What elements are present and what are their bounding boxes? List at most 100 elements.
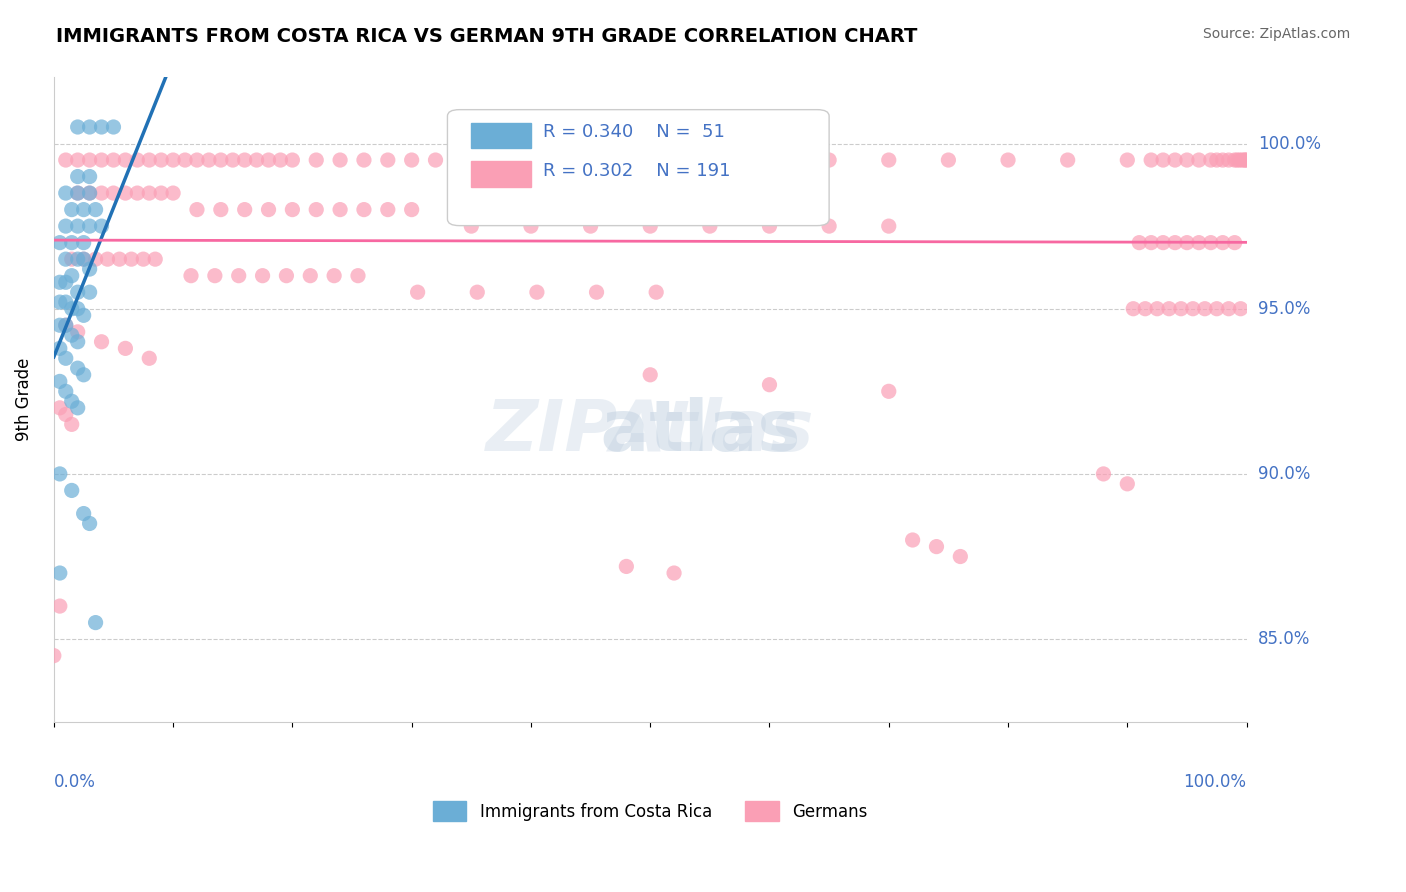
Germans [127,153,149,167]
Immigrants from Costa Rica [49,342,72,356]
Germans [49,599,72,613]
Germans [79,186,101,200]
Germans [1128,235,1150,250]
Germans [544,153,567,167]
Immigrants from Costa Rica [49,566,72,580]
Germans [1122,301,1144,316]
Germans [1116,153,1139,167]
Immigrants from Costa Rica [60,235,83,250]
Germans [1140,235,1163,250]
Immigrants from Costa Rica [60,483,83,498]
Immigrants from Costa Rica [79,169,101,184]
Germans [1146,301,1168,316]
Text: 95.0%: 95.0% [1258,300,1310,318]
Germans [120,252,142,267]
Immigrants from Costa Rica [72,235,94,250]
Germans [150,153,173,167]
Germans [186,202,208,217]
Germans [949,549,972,564]
Immigrants from Costa Rica [103,120,125,134]
Germans [1223,235,1246,250]
Germans [228,268,250,283]
Immigrants from Costa Rica [55,384,77,399]
Germans [96,252,118,267]
Germans [758,377,780,392]
Immigrants from Costa Rica [60,268,83,283]
Immigrants from Costa Rica [90,120,112,134]
Germans [329,153,352,167]
Text: ZIPAtlas: ZIPAtlas [486,397,814,467]
Immigrants from Costa Rica [49,235,72,250]
Germans [49,401,72,415]
Immigrants from Costa Rica [49,275,72,289]
Germans [108,252,131,267]
Germans [257,202,280,217]
Germans [269,153,291,167]
Germans [103,186,125,200]
Immigrants from Costa Rica [66,401,89,415]
Germans [305,202,328,217]
Immigrants from Costa Rica [55,295,77,310]
Immigrants from Costa Rica [79,262,101,277]
Immigrants from Costa Rica [79,285,101,300]
Germans [233,202,256,217]
Immigrants from Costa Rica [66,252,89,267]
Germans [127,186,149,200]
Immigrants from Costa Rica [66,120,89,134]
Germans [276,268,298,283]
Immigrants from Costa Rica [60,202,83,217]
Germans [1226,153,1249,167]
Germans [1164,153,1187,167]
Germans [758,153,780,167]
Germans [138,153,160,167]
Germans [1199,235,1222,250]
Immigrants from Costa Rica [66,301,89,316]
Germans [138,186,160,200]
Germans [520,219,543,233]
Germans [1164,235,1187,250]
Germans [114,153,136,167]
Germans [579,219,602,233]
Germans [1135,301,1157,316]
Germans [638,153,661,167]
Germans [305,153,328,167]
Germans [90,153,112,167]
Immigrants from Costa Rica [55,318,77,333]
Immigrants from Costa Rica [79,516,101,531]
Bar [471,122,531,148]
Germans [1181,301,1204,316]
Immigrants from Costa Rica [79,219,101,233]
Germans [222,153,245,167]
Germans [818,153,841,167]
Germans [938,153,960,167]
Germans [281,202,304,217]
Text: IMMIGRANTS FROM COSTA RICA VS GERMAN 9TH GRADE CORRELATION CHART: IMMIGRANTS FROM COSTA RICA VS GERMAN 9TH… [56,27,918,45]
Bar [471,161,531,187]
Immigrants from Costa Rica [72,507,94,521]
Germans [1152,153,1174,167]
Germans [174,153,197,167]
Germans [55,408,77,422]
Germans [103,153,125,167]
Text: 0.0%: 0.0% [53,773,96,791]
Immigrants from Costa Rica [79,120,101,134]
Germans [1218,153,1240,167]
Germans [66,325,89,339]
Germans [465,285,488,300]
Germans [132,252,155,267]
Germans [401,153,423,167]
Germans [901,533,924,547]
Germans [1194,301,1216,316]
Immigrants from Costa Rica [66,186,89,200]
Germans [1116,476,1139,491]
Germans [662,566,685,580]
Immigrants from Costa Rica [55,252,77,267]
Germans [401,202,423,217]
Immigrants from Costa Rica [66,334,89,349]
Immigrants from Costa Rica [84,615,107,630]
Text: 90.0%: 90.0% [1258,465,1310,483]
Germans [1233,153,1256,167]
Y-axis label: 9th Grade: 9th Grade [15,358,32,442]
Immigrants from Costa Rica [66,219,89,233]
Germans [204,268,226,283]
